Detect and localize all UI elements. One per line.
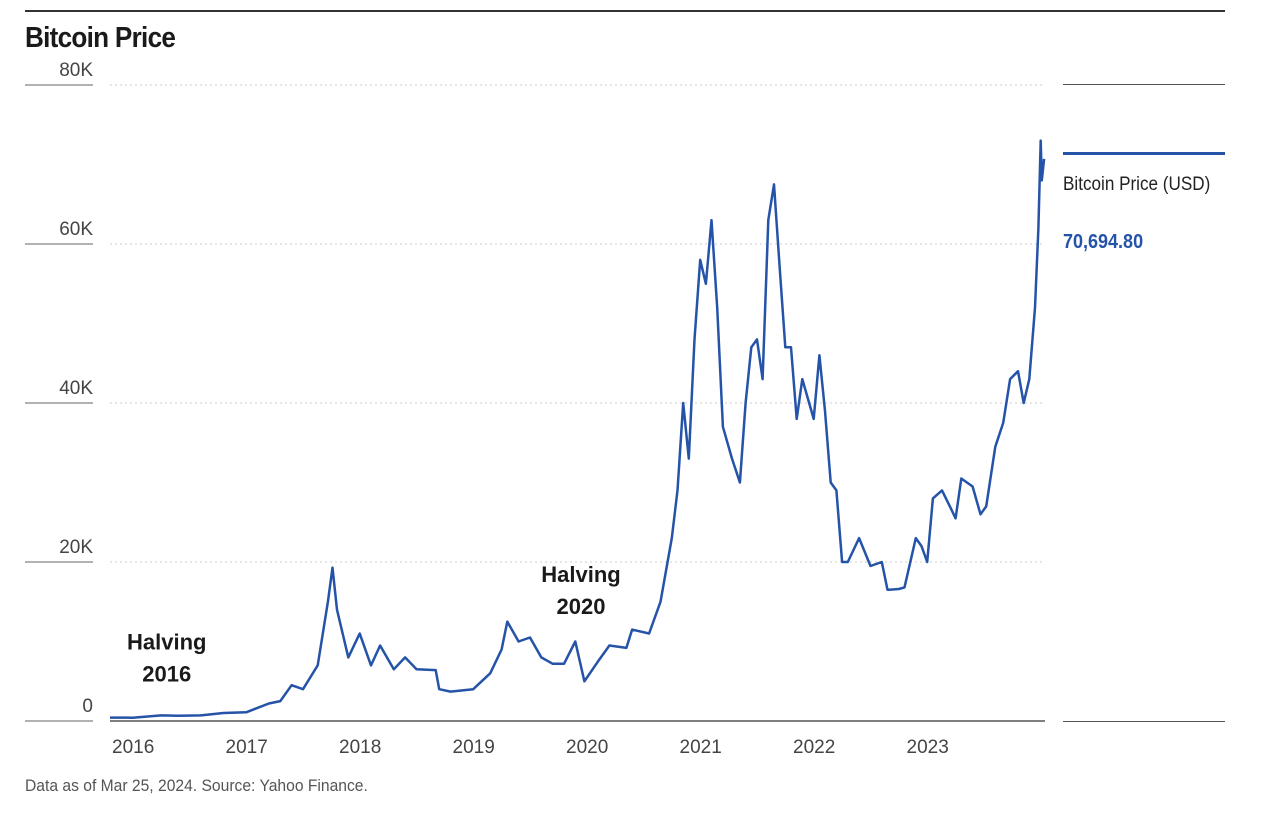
- legend-top-rule: [1063, 84, 1225, 85]
- x-tick-label: 2017: [226, 737, 268, 758]
- halving-annotation: Halving: [541, 562, 620, 587]
- top-rule: [25, 10, 1225, 12]
- x-tick-label: 2021: [680, 737, 722, 758]
- legend-bottom-rule: [1063, 721, 1225, 722]
- x-tick-label: 2016: [112, 737, 154, 758]
- y-tick-label: 0: [82, 696, 93, 717]
- halving-annotation: 2020: [557, 594, 606, 619]
- legend-swatch: [1063, 152, 1225, 155]
- x-tick-label: 2019: [453, 737, 495, 758]
- y-tick-label: 80K: [59, 60, 93, 81]
- x-tick-label: 2022: [793, 737, 835, 758]
- halving-annotation: 2016: [142, 661, 191, 686]
- x-tick-label: 2020: [566, 737, 608, 758]
- y-tick-label: 40K: [59, 378, 93, 399]
- halving-annotation: Halving: [127, 629, 206, 654]
- source-note: Data as of Mar 25, 2024. Source: Yahoo F…: [25, 776, 368, 795]
- chart-title: Bitcoin Price: [25, 22, 176, 54]
- x-tick-label: 2018: [339, 737, 381, 758]
- legend-value: 70,694.80: [1063, 231, 1144, 253]
- legend-label: Bitcoin Price (USD): [1063, 174, 1211, 195]
- x-tick-label: 2023: [907, 737, 949, 758]
- y-tick-label: 20K: [59, 537, 93, 558]
- y-tick-label: 60K: [59, 219, 93, 240]
- price-line: [109, 139, 1046, 719]
